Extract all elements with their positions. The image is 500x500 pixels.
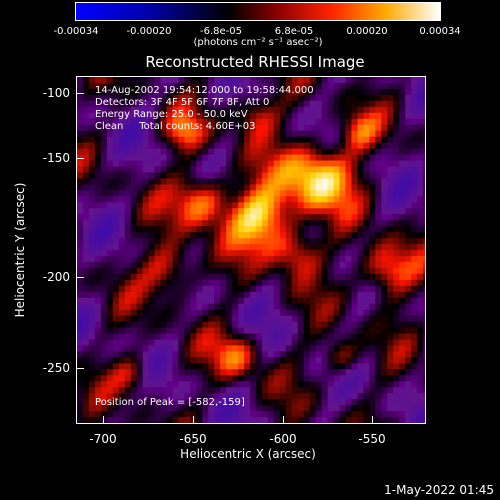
y-axis-label: Heliocentric Y (arcsec) [13,182,27,318]
info-energy-range: Energy Range: 25.0 - 50.0 keV [95,109,248,120]
info-counts: Clean Total counts: 4.60E+03 [95,121,256,132]
info-peak-position: Position of Peak = [-582,-159] [95,397,245,408]
info-time-range: 14-Aug-2002 19:54:12.000 to 19:58:44.000 [95,85,314,96]
image-plot-area: 14-Aug-2002 19:54:12.000 to 19:58:44.000… [76,76,426,424]
y-tick-label: -100 [42,86,70,100]
x-tick-label: -700 [89,432,117,446]
y-tick-mark [76,93,84,94]
colorbar-tick-label: 6.8e-05 [274,26,314,37]
x-tick-mark [283,416,284,424]
colorbar-tick-label: -0.00034 [53,26,99,37]
x-tick-mark [193,416,194,424]
colorbar-tick-label: -0.00020 [126,26,172,37]
x-tick-label: -650 [179,432,207,446]
x-tick-label: -600 [269,432,297,446]
y-tick-label: -150 [42,151,70,165]
y-tick-mark [76,158,84,159]
colorbar-tick-label: 0.00034 [419,26,461,37]
x-axis-label: Heliocentric X (arcsec) [180,447,316,461]
y-tick-mark [76,277,84,278]
colorbar [75,2,441,21]
colorbar-tick-label: -6.8e-05 [200,26,242,37]
colorbar-tick-label: 0.00020 [346,26,388,37]
x-tick-mark [103,416,104,424]
colorbar-units: (photons cm⁻² s⁻¹ asec⁻²) [193,37,323,48]
x-tick-mark [372,416,373,424]
rhessi-image-heatmap [77,77,425,423]
timestamp-footer: 1-May-2022 01:45 [384,483,494,497]
plot-title: Reconstructed RHESSI Image [145,53,365,71]
x-tick-label: -550 [358,432,386,446]
y-tick-label: -200 [42,270,70,284]
y-tick-mark [76,368,84,369]
info-detectors: Detectors: 3F 4F 5F 6F 7F 8F, Att 0 [95,97,270,108]
y-tick-label: -250 [42,361,70,375]
